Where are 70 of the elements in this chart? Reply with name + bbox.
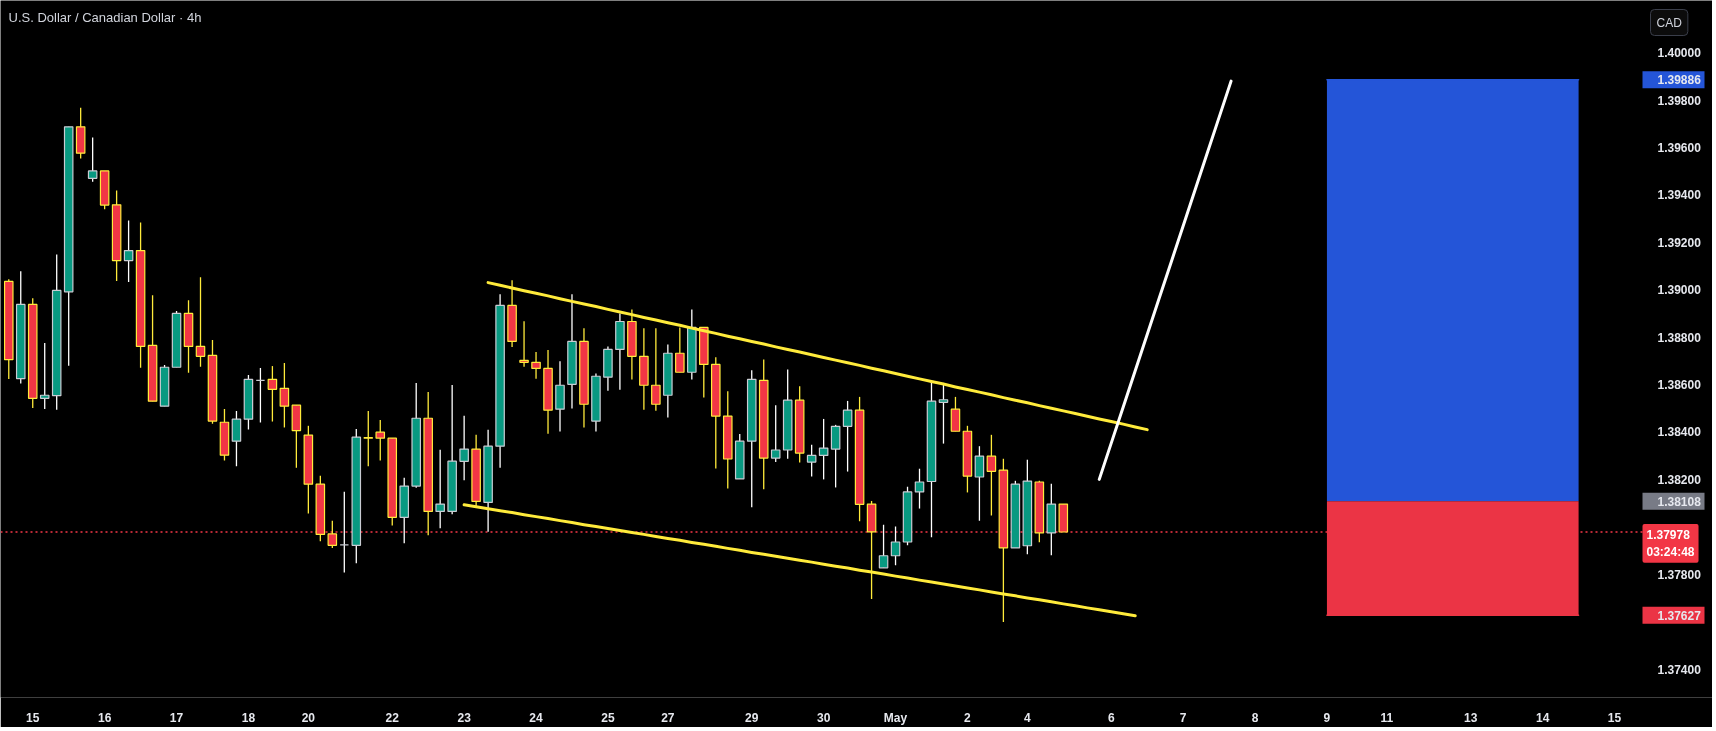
x-tick-label: 27 (661, 710, 675, 725)
y-tick-label: 1.40000 (1657, 46, 1702, 61)
candlestick (818, 418, 829, 481)
candlestick (87, 136, 98, 183)
candlestick (651, 327, 661, 412)
text: U.S. Dollar / Canadian Dollar · 4h (8, 9, 202, 25)
candlestick (555, 360, 565, 433)
y-tick-label: 1.38200 (1657, 472, 1702, 487)
x-tick-label: 8 (1251, 710, 1259, 725)
x-tick-label: 15 (1607, 710, 1622, 725)
candlestick (770, 404, 781, 463)
x-tick-label: 25 (601, 710, 615, 725)
candlestick (279, 362, 290, 429)
x-tick-label: 20 (301, 710, 316, 725)
candlestick (531, 351, 541, 380)
y-tick-label: 1.38400 (1657, 425, 1702, 440)
y-axis-title: CAD (1656, 15, 1683, 30)
x-tick-label: 15 (26, 710, 40, 725)
x-tick-label: 24 (529, 710, 544, 725)
candlestick (195, 276, 206, 368)
x-tick-label: 9 (1323, 710, 1331, 725)
candlestick (806, 444, 817, 478)
x-tick-label: 13 (1464, 710, 1478, 725)
y-tick-label: 1.38600 (1657, 378, 1702, 393)
candlestick (986, 434, 997, 517)
x-tick-label: May (883, 710, 908, 725)
candlestick (231, 410, 242, 467)
candlestick (890, 525, 901, 566)
x-tick-label: 16 (97, 710, 112, 725)
candlestick (878, 524, 889, 569)
x-tick-label: 11 (1380, 710, 1394, 725)
x-tick-label: 23 (457, 710, 472, 725)
candlestick (950, 396, 961, 432)
x-tick-label: 30 (816, 710, 831, 725)
y-tick-label: 1.39800 (1657, 93, 1702, 108)
x-tick-label: 6 (1107, 710, 1115, 725)
x-tick-label: 7 (1179, 710, 1187, 725)
x-tick-label: 17 (169, 710, 184, 725)
line-series (1097, 79, 1233, 481)
y-tick-label: 1.38108 (1657, 494, 1702, 509)
y-tick-label: 1.39000 (1657, 283, 1702, 298)
candlestick (435, 449, 445, 529)
y-tick-label: 1.37400 (1657, 662, 1702, 677)
y-tick-label: 1.39600 (1657, 140, 1702, 155)
x-tick-label: 14 (1535, 710, 1550, 725)
y-tick-label: 1.37627 (1657, 608, 1702, 623)
candlestick (974, 445, 985, 522)
x-tick-label: 18 (241, 710, 256, 725)
x-tick-label: 4 (1024, 710, 1032, 725)
y-tick-label: 1.39400 (1657, 188, 1702, 203)
x-tick-label: 2 (964, 710, 972, 725)
candlestick (363, 410, 374, 467)
candlestick (123, 219, 134, 283)
candlestick (459, 415, 469, 481)
candlestick (519, 320, 529, 368)
candlestick (914, 468, 925, 510)
candlestick (39, 342, 50, 410)
y-tick-label: 1.38800 (1657, 330, 1702, 345)
y-tick-label: 1.39200 (1657, 235, 1702, 250)
candlestick (375, 419, 386, 462)
candlestick (675, 326, 685, 373)
y-tick-label: 1.39886 (1657, 73, 1702, 88)
line-series (486, 281, 1149, 432)
y-tick-label: 1.37800 (1657, 567, 1702, 582)
x-tick-label: 22 (385, 710, 400, 725)
candlestick (267, 365, 278, 423)
candlestick (830, 424, 841, 489)
x-tick-label: 29 (745, 710, 759, 725)
candlestick (842, 400, 853, 473)
ref-line-label: 1.37978 03:24:48 (1646, 528, 1695, 559)
